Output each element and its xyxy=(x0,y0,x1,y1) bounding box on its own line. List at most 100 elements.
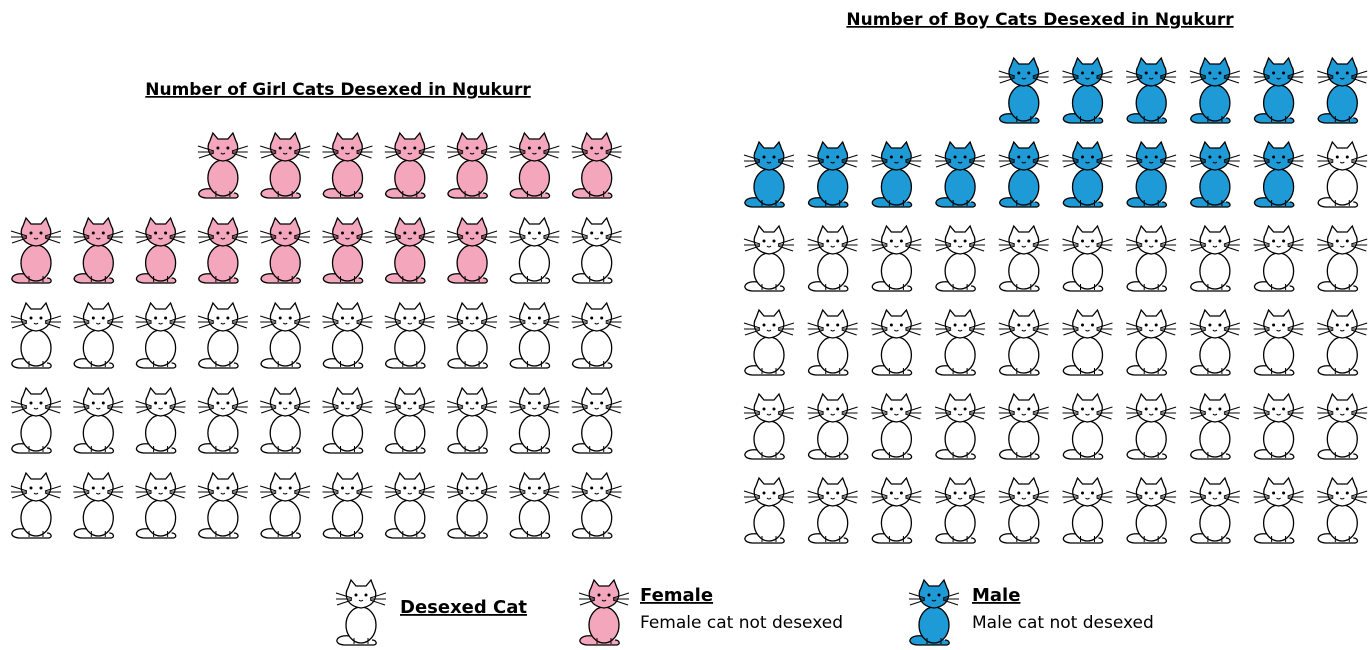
legend-description: Male cat not desexed xyxy=(972,613,1154,633)
cat-icon xyxy=(197,132,248,199)
cat-icon xyxy=(72,472,124,539)
cat-icon xyxy=(1125,225,1177,292)
cat-icon xyxy=(1316,57,1368,124)
legend-icon xyxy=(578,579,629,646)
legend-name: Desexed Cat xyxy=(400,597,527,618)
cat-icon xyxy=(1189,393,1240,460)
cat-icon xyxy=(1125,477,1177,544)
cat-icon xyxy=(508,387,560,454)
cat-icon xyxy=(197,302,248,369)
cat-icon xyxy=(1252,309,1304,376)
cat-icon xyxy=(807,309,858,376)
cat-icon xyxy=(1252,477,1304,544)
cat-icon xyxy=(1252,225,1304,292)
pictograph: Number of Girl Cats Desexed in Ngukurr xyxy=(10,80,622,539)
cat-icon xyxy=(321,217,373,284)
chart-title: Number of Girl Cats Desexed in Ngukurr xyxy=(145,80,531,100)
cat-icon xyxy=(10,387,61,454)
cat-icon xyxy=(1252,393,1304,460)
cat-icon xyxy=(197,217,248,284)
cat-icon xyxy=(1316,393,1368,460)
cat-icon xyxy=(134,387,186,454)
cat-icon xyxy=(508,217,560,284)
cat-icon xyxy=(259,472,311,539)
cat-icon xyxy=(998,309,1049,376)
cat-icon xyxy=(1061,393,1113,460)
pictograph: Number of Boy Cats Desexed in Ngukurr xyxy=(743,10,1368,544)
cat-icon xyxy=(870,141,922,208)
legend-icon xyxy=(335,579,386,646)
cat-icon xyxy=(998,57,1049,124)
cat-icon xyxy=(321,302,373,369)
cat-icon xyxy=(446,302,498,369)
legend: Desexed Cat Female Female cat not desexed M… xyxy=(335,579,1154,646)
chart-title: Number of Boy Cats Desexed in Ngukurr xyxy=(846,10,1234,30)
cat-icon xyxy=(998,477,1049,544)
cat-icon xyxy=(998,393,1049,460)
cat-icon xyxy=(1189,141,1240,208)
cat-icon xyxy=(446,472,498,539)
cat-icon xyxy=(870,225,922,292)
cat-icon xyxy=(384,302,435,369)
cat-icon xyxy=(446,132,498,199)
cat-icon xyxy=(384,387,435,454)
cat-icon xyxy=(321,472,373,539)
cat-icon xyxy=(934,393,986,460)
cat-icon xyxy=(72,217,124,284)
cat-icon xyxy=(571,387,622,454)
cat-icon xyxy=(10,217,61,284)
cat-icon xyxy=(10,472,61,539)
cat-icon xyxy=(743,141,794,208)
cat-icon xyxy=(998,225,1049,292)
cat-icon xyxy=(998,141,1049,208)
cat-icon xyxy=(321,132,373,199)
cat-icon xyxy=(134,472,186,539)
cat-icon xyxy=(934,225,986,292)
cat-icon xyxy=(446,217,498,284)
cat-icon xyxy=(197,387,248,454)
cat-icon xyxy=(1125,309,1177,376)
cat-icon xyxy=(72,302,124,369)
legend-name: Male xyxy=(972,585,1020,606)
cat-icon xyxy=(1252,57,1304,124)
cat-icon xyxy=(508,472,560,539)
cat-icon xyxy=(1125,141,1177,208)
cat-icon xyxy=(384,217,435,284)
cat-icon xyxy=(807,393,858,460)
legend-name: Female xyxy=(640,585,713,606)
cat-icon xyxy=(743,309,794,376)
cat-icon xyxy=(743,477,794,544)
cat-icon xyxy=(870,477,922,544)
cat-icon xyxy=(743,393,794,460)
cat-icon xyxy=(384,472,435,539)
cat-icon xyxy=(1061,141,1113,208)
cat-icon xyxy=(259,302,311,369)
cat-icon xyxy=(807,225,858,292)
cat-icon xyxy=(259,132,311,199)
cat-icon xyxy=(1316,309,1368,376)
legend-description: Female cat not desexed xyxy=(640,613,843,633)
cat-icon xyxy=(571,217,622,284)
cat-icon xyxy=(134,217,186,284)
cat-icon xyxy=(571,132,622,199)
cat-icon xyxy=(1316,141,1368,208)
cat-icon xyxy=(1252,141,1304,208)
cat-icon xyxy=(1125,393,1177,460)
cat-icon xyxy=(934,309,986,376)
cat-icon xyxy=(1061,477,1113,544)
charts: Number of Girl Cats Desexed in Ngukurr Nu… xyxy=(10,10,1368,544)
cat-icon xyxy=(321,387,373,454)
cat-icon xyxy=(1316,477,1368,544)
cat-icon xyxy=(1125,57,1177,124)
cat-icon xyxy=(72,387,124,454)
cat-icon xyxy=(571,302,622,369)
cat-icon xyxy=(1061,225,1113,292)
cat-icon xyxy=(259,387,311,454)
cat-icon xyxy=(446,387,498,454)
cat-icon xyxy=(259,217,311,284)
cat-icon xyxy=(1189,477,1240,544)
legend-icon xyxy=(908,579,959,646)
cat-icon xyxy=(934,141,986,208)
cat-icon xyxy=(1061,57,1113,124)
